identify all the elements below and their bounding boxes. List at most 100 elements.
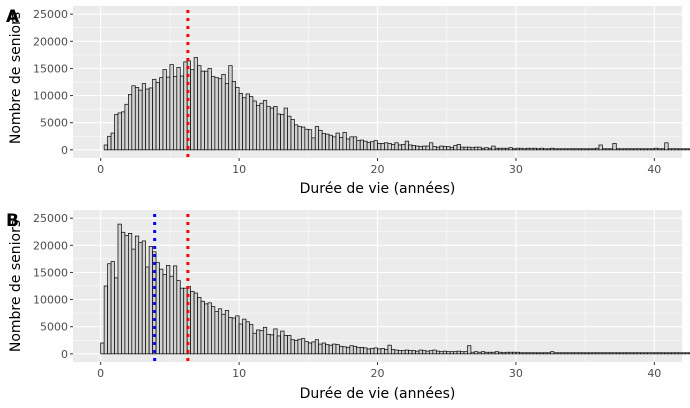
histogram-bar [169, 64, 174, 151]
histogram-bar [647, 352, 652, 355]
panel-tag: A [6, 7, 20, 27]
histogram-bar [633, 352, 638, 355]
histogram-bar [401, 144, 406, 151]
histogram-bar [425, 350, 430, 355]
histogram-bar [294, 339, 299, 355]
histogram-bar [301, 126, 306, 151]
histogram-bar [128, 232, 133, 355]
histogram-bar [432, 146, 437, 151]
histogram-bar [304, 341, 309, 355]
histogram-bar [408, 144, 413, 151]
histogram-bar [162, 274, 167, 355]
histogram-bar [484, 351, 489, 355]
histogram-bar [214, 77, 219, 151]
histogram-bar [366, 348, 371, 355]
histogram-bar [536, 352, 541, 355]
histogram-bar [103, 144, 108, 151]
histogram-bar [660, 148, 666, 151]
histogram-bar [608, 148, 614, 151]
histogram-bar [228, 317, 233, 355]
histogram-bar [449, 147, 454, 151]
histogram-bar [539, 352, 544, 355]
histogram-bar [612, 142, 617, 151]
histogram-bar [290, 119, 295, 151]
histogram-bar [636, 352, 641, 355]
histogram-bar [519, 147, 524, 151]
histogram-bar [404, 140, 409, 151]
histogram-bar [456, 350, 461, 355]
histogram-bar [169, 275, 174, 355]
histogram-bar [193, 57, 198, 151]
histogram-bar [325, 133, 330, 151]
histogram-bar [366, 141, 371, 151]
histogram-bar [134, 235, 140, 355]
histogram-bar [560, 148, 565, 151]
histogram-bar [297, 126, 302, 151]
histogram-bar [460, 351, 465, 355]
histogram-bar [131, 85, 136, 151]
x-tick-label: 30 [509, 367, 523, 380]
histogram-bar [581, 148, 586, 151]
histogram-bar [422, 350, 427, 355]
x-tick-label: 40 [647, 367, 661, 380]
histogram-bar [273, 328, 278, 355]
histogram-bar [138, 89, 143, 151]
histogram-bar [190, 291, 195, 355]
histogram-bar [681, 148, 686, 151]
histogram-bar [318, 129, 323, 151]
histogram-bar [605, 148, 610, 151]
y-tick-label: 15000 [33, 266, 68, 279]
histogram-bar [467, 345, 472, 355]
histogram-bar [557, 148, 562, 151]
histogram-bar [346, 346, 351, 355]
histogram-bar [200, 70, 205, 151]
histogram-bar [363, 347, 368, 355]
histogram-bar [373, 140, 378, 151]
x-tick-label: 40 [647, 163, 661, 176]
histogram-bar [429, 350, 434, 355]
histogram-bar [283, 107, 288, 151]
histogram-bar [560, 352, 565, 355]
histogram-bar [674, 352, 679, 355]
histogram-bar [577, 352, 583, 355]
histogram-bar [557, 352, 562, 355]
histogram-bar [636, 148, 641, 151]
histogram-bar [166, 265, 171, 355]
histogram-bar [346, 138, 351, 151]
histogram-bar [446, 351, 451, 355]
histogram-bar [442, 350, 448, 355]
histogram-bar [325, 344, 330, 355]
histogram-bar [498, 351, 503, 355]
histogram-bar [110, 132, 115, 151]
histogram-bar [152, 78, 157, 151]
histogram-bar [619, 148, 624, 151]
x-tick-label: 0 [97, 367, 104, 380]
histogram-bar [515, 147, 520, 151]
histogram-bar [439, 351, 444, 355]
histogram-bar [397, 350, 403, 355]
histogram-bar [321, 342, 326, 355]
histogram-bar [647, 148, 652, 151]
histogram-bar [498, 147, 503, 151]
histogram-bar [425, 145, 430, 151]
histogram-bar [280, 114, 285, 151]
histogram-bar [626, 352, 631, 355]
histogram-bar [529, 147, 534, 151]
histogram-bar [266, 333, 271, 355]
histogram-bar [145, 88, 150, 151]
histogram-bar [543, 352, 548, 355]
histogram-bar [162, 69, 167, 151]
panel-tag: B [6, 211, 19, 231]
histogram-bar [467, 146, 472, 151]
histogram-bar [311, 137, 316, 151]
histogram-bar [460, 146, 465, 151]
histogram-bar [301, 338, 306, 355]
histogram-bar [190, 69, 195, 151]
histogram-bar [622, 352, 627, 355]
histogram-bar [200, 300, 205, 355]
histogram-bar [314, 126, 320, 151]
histogram-bar [439, 145, 444, 151]
histogram-bar [269, 107, 275, 151]
histogram-bar [335, 344, 340, 355]
